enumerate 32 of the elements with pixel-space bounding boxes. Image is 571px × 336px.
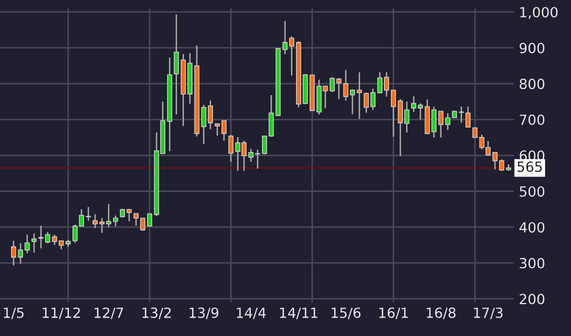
x-tick-label: 13/9	[190, 308, 218, 320]
x-tick-label: 1/5	[4, 308, 24, 320]
candlestick	[92, 214, 98, 229]
candlestick	[32, 232, 37, 254]
candlestick	[411, 96, 416, 113]
y-tick-label: 400	[519, 222, 544, 233]
y-tick-label: 500	[520, 186, 544, 197]
x-tick-label: 14/4	[236, 308, 266, 320]
x-tick-label: 13/2	[142, 308, 171, 320]
candlestick	[86, 206, 91, 222]
y-tick-label: 900	[520, 42, 544, 54]
x-tick-label: 14/11	[280, 308, 318, 320]
x-tick-label: 16/8	[426, 308, 456, 320]
candlestick	[228, 134, 234, 163]
candlestick	[336, 77, 342, 100]
y-tick-label: 300	[520, 258, 544, 268]
candlestick	[472, 127, 478, 138]
y-tick-label: 200	[520, 294, 544, 304]
candlestick	[390, 89, 396, 138]
x-tick-label: 16/1	[379, 308, 408, 320]
x-tick-label: 12/7	[94, 308, 124, 320]
y-tick-label: 800	[520, 78, 544, 90]
y-tick-label: 1,000	[520, 6, 558, 19]
x-tick-label: 17/3	[474, 308, 503, 320]
candlestick	[356, 72, 362, 120]
y-tick-label: 700	[520, 114, 544, 126]
candlestick	[113, 214, 118, 228]
ref-line-label: 565	[518, 161, 542, 172]
x-tick-label: 11/12	[42, 308, 80, 320]
candlestick	[11, 240, 16, 266]
candlestick	[418, 102, 423, 120]
x-tick-label: 15/6	[332, 308, 361, 320]
